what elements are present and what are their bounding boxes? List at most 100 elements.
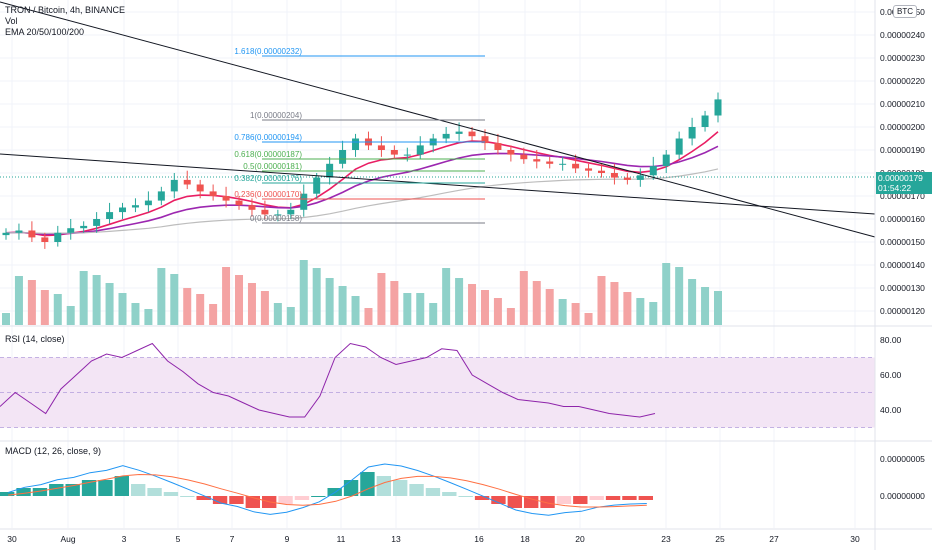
volume-bar [714,291,722,325]
date-tick-label: Aug [60,534,75,544]
candle-body [533,159,541,162]
last-price-value: 0.00000179 [878,173,923,183]
volume-legend[interactable]: Vol [5,16,18,26]
macd-histogram-bar [147,488,162,496]
ema-line [5,168,719,234]
volume-bar [299,260,308,325]
volume-bar [623,292,632,325]
volume-bar [675,267,684,325]
candle-body [170,179,178,192]
candle-body [377,145,385,150]
volume-bar [610,282,619,325]
candle-body [235,200,243,206]
ema-legend[interactable]: EMA 20/50/100/200 [5,27,85,37]
price-tick-label: 0.00000190 [880,145,925,155]
price-tick-label: 0.00000170 [880,191,925,201]
fib-level-label: 0.236(0.00000170) [234,190,302,199]
fib-level-label: 0.5(0.00000181) [243,162,302,171]
macd-histogram-bar [229,496,244,504]
macd-histogram-bar [212,496,228,504]
volume-bar [183,288,192,325]
macd-histogram-bar [540,496,555,508]
fib-level-label: 0.618(0.00000187) [234,150,302,159]
date-tick-label: 18 [520,534,530,544]
macd-histogram-bar [49,484,64,496]
macd-histogram-bar [131,484,146,496]
volume-bar [455,278,464,325]
volume-bar [222,267,231,325]
candle-body [222,196,230,201]
rsi-legend[interactable]: RSI (14, close) [5,334,65,344]
volume-bar [403,293,412,325]
candles [2,92,722,249]
volume-bar [325,278,334,325]
axes: 0.000002500.000002400.000002300.00000220… [7,7,925,544]
date-tick-label: 5 [176,534,181,544]
macd-histogram-bar [425,488,441,496]
candle-body [80,225,88,229]
candle-body [119,207,127,213]
macd-histogram-bar [474,496,490,500]
volume-bar [286,307,295,325]
macd-histogram-bar [491,496,506,504]
price-tick-label: 0.00000130 [880,283,925,293]
volume-bar [584,313,593,325]
candle-body [649,166,657,176]
candle-body [662,154,670,167]
candle-body [131,205,139,208]
volume-bar [79,271,88,325]
date-tick-label: 16 [474,534,484,544]
volume-bar [442,268,451,325]
fib-level-label: 1(0.00000204) [250,111,302,120]
candle-body [455,131,463,134]
candle-body [403,154,411,156]
volume-bar [688,279,697,325]
candle-body [481,136,489,144]
price-tick-label: 0.00000230 [880,53,925,63]
volume-bar [506,308,515,325]
date-tick-label: 27 [769,534,779,544]
candle-body [416,145,424,155]
date-tick-label: 9 [285,534,290,544]
symbol-title[interactable]: TRON / Bitcoin, 4h, BINANCE [5,5,126,15]
volume-bar [519,271,528,325]
volume-bar [532,281,541,325]
macd-line [8,463,647,516]
date-tick-label: 7 [230,534,235,544]
candle-body [675,138,683,155]
candle-body [339,150,347,164]
candle-body [28,230,36,238]
candle-body [261,209,269,215]
fibonacci-retracement[interactable]: 1.618(0.00000232) 1(0.00000204) 0.786(0.00… [234,47,485,224]
volume-bar [53,294,62,325]
volume-bar [144,309,153,325]
macd-histogram-bar [65,484,80,496]
price-tick-label: 0.00000240 [880,30,925,40]
rsi-band [0,357,875,428]
date-tick-label: 30 [850,534,860,544]
rsi-tick-label: 60.00 [880,370,902,380]
candle-body [54,232,62,242]
macd-histogram-bar [32,488,48,496]
macd-tick-label: 0.00000005 [880,454,925,464]
macd-legend[interactable]: MACD (12, 26, close, 9) [5,446,102,456]
rsi-polyline [0,342,656,418]
volume-bar [649,302,658,325]
volume-bars [2,260,722,325]
volume-bar [364,308,373,325]
volume-bar [377,273,386,325]
currency-badge[interactable]: BTC [893,5,917,18]
price-tick-label: 0.00000220 [880,76,925,86]
volume-bar [209,304,218,325]
volume-bar [390,281,399,325]
candle-body [546,161,554,164]
macd-histogram-bar [98,480,113,496]
date-tick-label: 3 [122,534,127,544]
macd-histogram-bar [343,480,359,496]
macd-histogram-bar [114,476,129,496]
candle-body [636,175,644,180]
volume-bar [170,274,179,325]
macd-histogram-bar [605,496,621,500]
